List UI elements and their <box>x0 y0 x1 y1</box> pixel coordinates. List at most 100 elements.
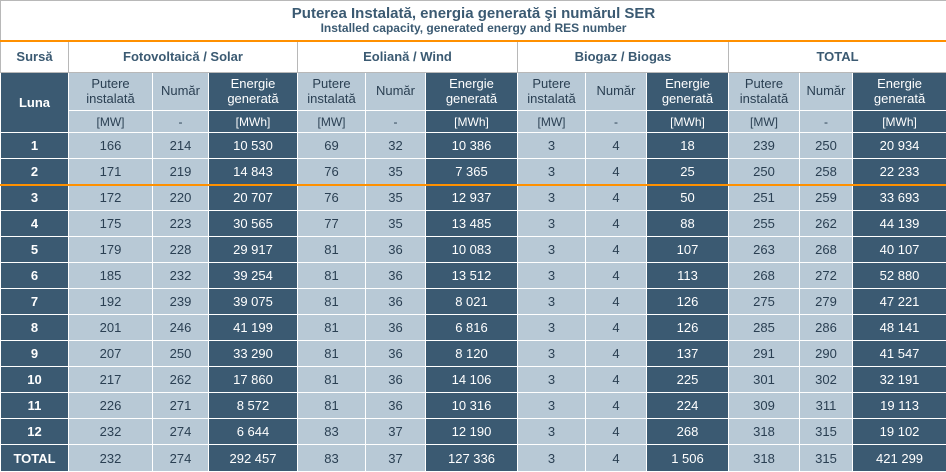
cell-total-installed-capacity: 318 <box>729 419 800 445</box>
cell-solar-generated-energy: 292 457 <box>209 445 298 472</box>
cell-solar-number: 250 <box>153 341 209 367</box>
cell-total-number: 315 <box>800 445 853 472</box>
group-header-biogas: Biogaz / Biogas <box>518 41 729 73</box>
group-header-wind: Eoliană / Wind <box>298 41 518 73</box>
cell-biogas-installed-capacity: 3 <box>518 237 586 263</box>
unit-biogas-generated-energy: [MWh] <box>647 111 729 133</box>
cell-total-installed-capacity: 239 <box>729 133 800 159</box>
cell-wind-installed-capacity: 81 <box>298 315 366 341</box>
cell-total-installed-capacity: 263 <box>729 237 800 263</box>
cell-total-installed-capacity: 301 <box>729 367 800 393</box>
cell-wind-number: 36 <box>366 237 426 263</box>
cell-wind-generated-energy: 7 365 <box>426 159 518 185</box>
month-cell: 8 <box>1 315 69 341</box>
cell-total-installed-capacity: 250 <box>729 159 800 185</box>
month-cell: 2 <box>1 159 69 185</box>
unit-solar-installed-capacity: [MW] <box>69 111 153 133</box>
cell-solar-installed-capacity: 171 <box>69 159 153 185</box>
cell-wind-installed-capacity: 81 <box>298 393 366 419</box>
cell-biogas-number: 4 <box>586 237 647 263</box>
cell-wind-number: 36 <box>366 289 426 315</box>
cell-solar-number: 274 <box>153 419 209 445</box>
cell-biogas-installed-capacity: 3 <box>518 367 586 393</box>
cell-solar-installed-capacity: 207 <box>69 341 153 367</box>
cell-solar-installed-capacity: 192 <box>69 289 153 315</box>
cell-wind-generated-energy: 14 106 <box>426 367 518 393</box>
title-en: Installed capacity, generated energy and… <box>1 22 946 36</box>
cell-solar-generated-energy: 10 530 <box>209 133 298 159</box>
cell-wind-installed-capacity: 81 <box>298 237 366 263</box>
subheader-total-number: Număr <box>800 73 853 111</box>
month-cell: 4 <box>1 211 69 237</box>
cell-solar-generated-energy: 14 843 <box>209 159 298 185</box>
cell-biogas-generated-energy: 88 <box>647 211 729 237</box>
cell-total-number: 250 <box>800 133 853 159</box>
month-cell: 7 <box>1 289 69 315</box>
cell-total-installed-capacity: 291 <box>729 341 800 367</box>
total-label: TOTAL <box>1 445 69 472</box>
cell-wind-number: 35 <box>366 185 426 211</box>
cell-solar-installed-capacity: 175 <box>69 211 153 237</box>
cell-total-generated-energy: 40 107 <box>853 237 946 263</box>
cell-solar-installed-capacity: 172 <box>69 185 153 211</box>
unit-wind-installed-capacity: [MW] <box>298 111 366 133</box>
cell-solar-installed-capacity: 232 <box>69 445 153 472</box>
cell-biogas-installed-capacity: 3 <box>518 393 586 419</box>
source-header: Sursă <box>1 41 69 73</box>
subheader-solar-number: Număr <box>153 73 209 111</box>
cell-total-generated-energy: 44 139 <box>853 211 946 237</box>
title-ro: Puterea Instalată, energia generată şi n… <box>1 5 946 22</box>
cell-solar-generated-energy: 30 565 <box>209 211 298 237</box>
cell-wind-generated-energy: 6 816 <box>426 315 518 341</box>
cell-biogas-number: 4 <box>586 419 647 445</box>
cell-total-generated-energy: 19 102 <box>853 419 946 445</box>
cell-wind-installed-capacity: 76 <box>298 159 366 185</box>
cell-solar-number: 232 <box>153 263 209 289</box>
cell-biogas-generated-energy: 107 <box>647 237 729 263</box>
cell-biogas-number: 4 <box>586 367 647 393</box>
cell-wind-installed-capacity: 69 <box>298 133 366 159</box>
cell-biogas-generated-energy: 18 <box>647 133 729 159</box>
cell-wind-generated-energy: 127 336 <box>426 445 518 472</box>
cell-total-installed-capacity: 318 <box>729 445 800 472</box>
cell-biogas-installed-capacity: 3 <box>518 315 586 341</box>
cell-biogas-installed-capacity: 3 <box>518 133 586 159</box>
subheader-biogas-generated-energy: Energie generată <box>647 73 729 111</box>
group-header-solar: Fotovoltaică / Solar <box>69 41 298 73</box>
cell-wind-installed-capacity: 81 <box>298 263 366 289</box>
subheader-biogas-number: Număr <box>586 73 647 111</box>
cell-total-generated-energy: 52 880 <box>853 263 946 289</box>
cell-biogas-installed-capacity: 3 <box>518 159 586 185</box>
subheader-total-generated-energy: Energie generată <box>853 73 946 111</box>
cell-biogas-number: 4 <box>586 185 647 211</box>
month-cell: 10 <box>1 367 69 393</box>
cell-total-generated-energy: 48 141 <box>853 315 946 341</box>
cell-total-generated-energy: 421 299 <box>853 445 946 472</box>
cell-biogas-installed-capacity: 3 <box>518 341 586 367</box>
cell-biogas-generated-energy: 126 <box>647 289 729 315</box>
cell-wind-installed-capacity: 81 <box>298 367 366 393</box>
cell-solar-generated-energy: 41 199 <box>209 315 298 341</box>
cell-total-generated-energy: 33 693 <box>853 185 946 211</box>
cell-biogas-number: 4 <box>586 289 647 315</box>
cell-solar-number: 246 <box>153 315 209 341</box>
subheader-wind-generated-energy: Energie generată <box>426 73 518 111</box>
subheader-biogas-installed-capacity: Putere instalată <box>518 73 586 111</box>
cell-total-number: 262 <box>800 211 853 237</box>
cell-wind-installed-capacity: 81 <box>298 289 366 315</box>
cell-wind-generated-energy: 10 386 <box>426 133 518 159</box>
cell-total-installed-capacity: 255 <box>729 211 800 237</box>
cell-wind-generated-energy: 13 512 <box>426 263 518 289</box>
cell-wind-installed-capacity: 83 <box>298 445 366 472</box>
subheader-wind-number: Număr <box>366 73 426 111</box>
month-cell: 6 <box>1 263 69 289</box>
cell-wind-number: 36 <box>366 367 426 393</box>
cell-wind-generated-energy: 13 485 <box>426 211 518 237</box>
cell-wind-number: 36 <box>366 263 426 289</box>
cell-solar-generated-energy: 29 917 <box>209 237 298 263</box>
cell-biogas-generated-energy: 126 <box>647 315 729 341</box>
